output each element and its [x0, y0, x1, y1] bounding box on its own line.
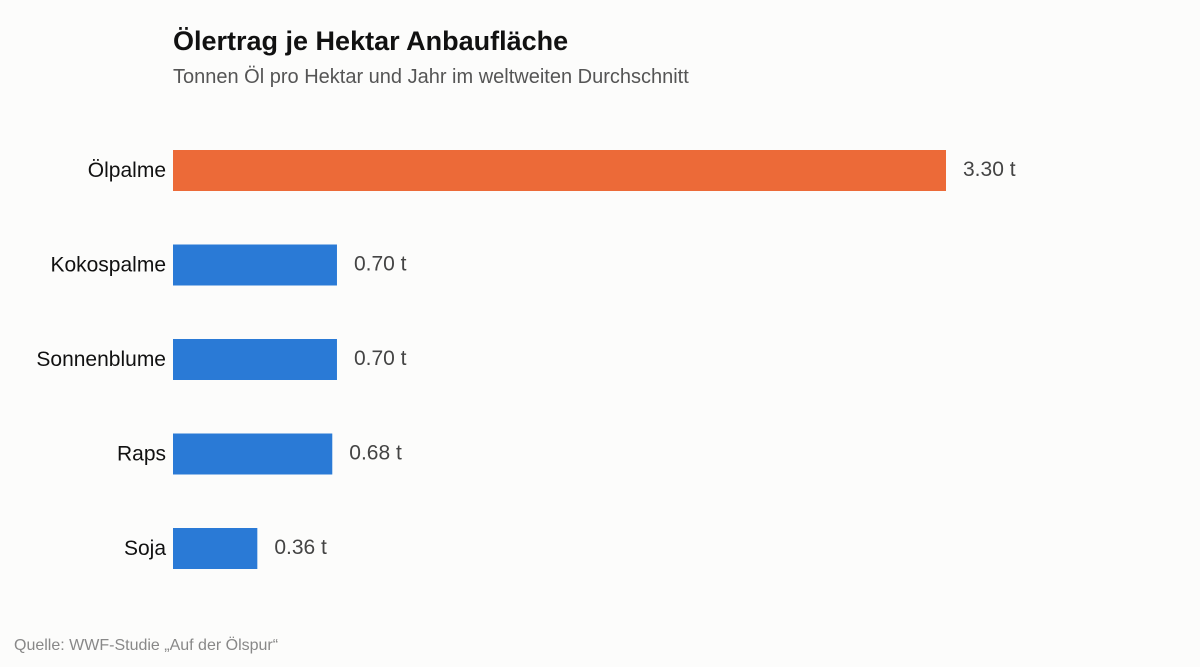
- value-label-kokospalme: 0.70 t: [354, 253, 407, 276]
- source-note: Quelle: WWF-Studie „Auf der Ölspur“: [14, 637, 279, 654]
- value-label-olpalme: 3.30 t: [963, 158, 1016, 181]
- bar-kokospalme: [173, 244, 337, 286]
- chart-title: Ölertrag je Hektar Anbaufläche: [173, 26, 569, 56]
- value-label-soja: 0.36 t: [274, 536, 327, 559]
- category-label-sonnenblume: Sonnenblume: [36, 348, 166, 371]
- bar-sonnenblume: [173, 339, 337, 380]
- category-label-raps: Raps: [117, 443, 166, 466]
- bar-olpalme: [173, 150, 946, 191]
- value-label-raps: 0.68 t: [349, 442, 402, 465]
- category-label-soja: Soja: [124, 537, 166, 560]
- chart-subtitle: Tonnen Öl pro Hektar und Jahr im weltwei…: [173, 66, 689, 88]
- bar-soja: [173, 528, 258, 569]
- category-label-olpalme: Ölpalme: [88, 159, 166, 182]
- category-label-kokospalme: Kokospalme: [50, 254, 166, 277]
- bar-raps: [173, 433, 333, 475]
- value-label-sonnenblume: 0.70 t: [354, 347, 407, 370]
